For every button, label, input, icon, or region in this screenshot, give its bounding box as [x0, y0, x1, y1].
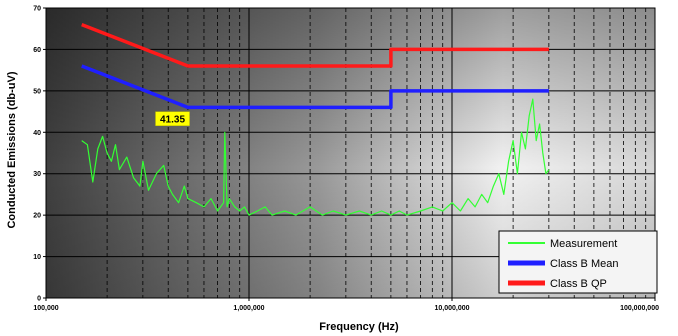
series-line-class-b-mean — [81, 64, 549, 110]
legend-label-measurement: Measurement — [550, 238, 617, 250]
y-tick-label: 10 — [33, 254, 41, 261]
y-axis-label: Conducted Emissions (db-uV) — [6, 71, 18, 228]
y-tick-label: 60 — [33, 47, 41, 54]
y-tick-label: 20 — [33, 213, 41, 220]
series-line-measurement — [81, 98, 550, 216]
x-tick-label: 1,000,000 — [233, 305, 264, 312]
plot-border — [45, 7, 656, 299]
x-tick-label: 100,000,000 — [620, 305, 659, 312]
annotation-label: 41.35 — [160, 115, 185, 126]
x-tick-label: 10,000,000 — [434, 305, 469, 312]
y-tick-label: 0 — [37, 296, 41, 303]
annotation-callout: 41.35 — [155, 111, 190, 126]
y-axis-ticks: 0 10 20 30 40 50 60 70 — [33, 6, 46, 303]
x-tick-label: 100,000 — [33, 305, 58, 312]
legend-label-class-b-mean: Class B Mean — [550, 258, 618, 270]
y-tick-label: 40 — [33, 130, 41, 137]
legend: Measurement Class B Mean Class B QP — [498, 230, 658, 294]
series-layer — [81, 22, 550, 216]
legend-label-class-b-qp: Class B QP — [550, 278, 607, 290]
y-tick-label: 50 — [33, 88, 41, 95]
annotation-box — [155, 111, 190, 126]
x-axis-label: Frequency (Hz) — [319, 321, 399, 333]
y-tick-label: 30 — [33, 171, 41, 178]
x-axis-ticks: 100,000 1,000,000 10,000,000 100,000,000 — [33, 298, 659, 312]
series-line-class-b-qp — [81, 22, 549, 68]
y-tick-label: 70 — [33, 6, 41, 13]
